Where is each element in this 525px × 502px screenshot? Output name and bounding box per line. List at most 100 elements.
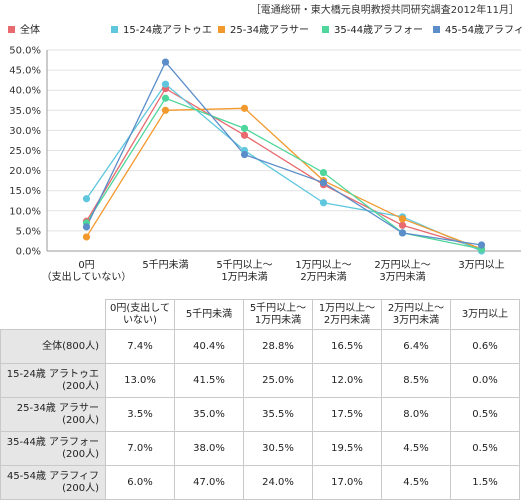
- legend-swatch: [111, 26, 118, 33]
- series-line: [85, 107, 482, 250]
- data-point: [240, 150, 249, 159]
- x-tick-label: 3万円未満: [379, 271, 425, 283]
- x-tick-label: 2万円未満: [300, 271, 346, 283]
- table-corner: [0, 299, 106, 330]
- table-cell: 8.0%: [381, 397, 451, 432]
- data-point: [477, 241, 486, 249]
- y-tick-label: 25.0%: [9, 146, 41, 157]
- data-point: [319, 199, 328, 207]
- table-cell: 0.5%: [450, 431, 520, 466]
- table-row: 全体(800人) 7.4% 40.4% 28.8% 16.5% 6.4% 0.6%: [0, 329, 520, 364]
- data-point: [398, 215, 407, 223]
- table-cell: 17.5%: [312, 397, 382, 432]
- table-cell: 8.5%: [381, 363, 451, 398]
- table-cell: 4.5%: [381, 465, 451, 500]
- legend-swatch: [8, 26, 15, 33]
- table-row-label: 25-34歳 アラサー (200人): [0, 397, 106, 432]
- x-tick-label: 2万円以上～: [374, 259, 430, 271]
- table-cell: 3.5%: [105, 397, 175, 432]
- data-point: [161, 94, 170, 102]
- data-point: [398, 229, 407, 237]
- legend-label: 25-34歳アラサー: [230, 24, 309, 36]
- data-point: [82, 195, 91, 203]
- table-column-header: 0円(支出して いない): [105, 299, 175, 330]
- table-cell: 17.0%: [312, 465, 382, 500]
- table-column-header: 3万円以上: [450, 299, 520, 330]
- table-cell: 12.0%: [312, 363, 382, 398]
- source-note: ［電通総研・東大橋元良明教授共同研究調査2012年11月］: [250, 5, 519, 16]
- table-cell: 13.0%: [105, 363, 175, 398]
- table-cell: 16.5%: [312, 329, 382, 364]
- table-cell: 4.5%: [381, 431, 451, 466]
- y-tick-label: 5.0%: [16, 226, 41, 237]
- y-tick-label: 20.0%: [9, 166, 41, 177]
- data-point: [319, 179, 328, 187]
- legend-swatch: [322, 26, 329, 33]
- y-tick-label: 45.0%: [9, 66, 41, 77]
- table-cell: 7.4%: [105, 329, 175, 364]
- y-tick-label: 10.0%: [9, 206, 41, 217]
- table-cell: 7.0%: [105, 431, 175, 466]
- x-tick-label: 3万円以上: [458, 259, 504, 271]
- data-table: 0円(支出して いない) 5千円未満 5千円以上～ 1万円未満 1万円以上～ 2万円未満 2万…: [0, 299, 520, 500]
- table-cell: 6.0%: [105, 465, 175, 500]
- table-body: 全体(800人) 7.4% 40.4% 28.8% 16.5% 6.4% 0.6% 15-24…: [0, 329, 520, 500]
- table-cell: 41.5%: [174, 363, 244, 398]
- table-cell: 30.5%: [243, 431, 313, 466]
- data-point: [161, 80, 170, 88]
- line-chart: 0.0% 5.0% 10.0% 15.0% 20.0% 25.0% 30.0% 35.0% 40…: [8, 23, 525, 283]
- table-column-header: 5千円以上～ 1万円未満: [243, 299, 313, 330]
- table-row-label: 全体(800人): [0, 329, 106, 364]
- legend-swatch: [433, 26, 440, 33]
- legend-swatch: [218, 26, 225, 33]
- table-column-header: 2万円以上～ 3万円未満: [381, 299, 451, 330]
- data-point: [319, 169, 328, 177]
- table-row: 25-34歳 アラサー (200人) 3.5% 35.0% 35.5% 17.5% 8.0%…: [0, 397, 520, 432]
- series-line: [85, 83, 482, 252]
- y-tick-label: 0.0%: [16, 247, 41, 258]
- table-cell: 19.5%: [312, 431, 382, 466]
- table-cell: 40.4%: [174, 329, 244, 364]
- x-tick-label: 5千円以上～: [216, 259, 272, 271]
- table-cell: 0.5%: [450, 397, 520, 432]
- table-row-label: 15-24歳 アラトゥエ (200人): [0, 363, 106, 398]
- series-line: [85, 97, 482, 250]
- data-point: [398, 221, 407, 229]
- table-header-row: 0円(支出して いない) 5千円未満 5千円以上～ 1万円未満 1万円以上～ 2万円未満 2万…: [0, 299, 520, 330]
- table-cell: 0.0%: [450, 363, 520, 398]
- table-cell: 38.0%: [174, 431, 244, 466]
- legend-label: 15-24歳アラトゥエ: [123, 24, 212, 36]
- table-cell: 6.4%: [381, 329, 451, 364]
- legend-label: 35-44歳アラフォー: [334, 24, 423, 36]
- table-cell: 1.5%: [450, 465, 520, 500]
- data-point: [240, 104, 249, 112]
- series-line: [85, 60, 482, 246]
- legend-label: 全体: [20, 23, 40, 36]
- table-cell: 35.5%: [243, 397, 313, 432]
- x-tick-label: 1万円以上～: [295, 259, 351, 271]
- x-tick-label: （支出していない）: [42, 270, 132, 283]
- series-line: [85, 87, 482, 250]
- table-cell: 0.6%: [450, 329, 520, 364]
- y-tick-label: 30.0%: [9, 126, 41, 137]
- table-row-label: 45-54歳 アラフィフ (200人): [0, 465, 106, 500]
- table-column-header: 1万円以上～ 2万円未満: [312, 299, 382, 330]
- x-tick-label: 0円: [78, 260, 94, 271]
- table-row: 45-54歳 アラフィフ (200人) 6.0% 47.0% 24.0% 17.0% 4.5…: [0, 465, 520, 500]
- y-tick-label: 40.0%: [9, 86, 41, 97]
- data-point: [82, 233, 91, 241]
- data-point: [161, 106, 170, 114]
- legend-label: 45-54歳アラフィフ: [445, 24, 525, 36]
- data-point: [161, 58, 170, 66]
- table-cell: 25.0%: [243, 363, 313, 398]
- x-tick-label: 1万円未満: [221, 271, 267, 283]
- table-cell: 24.0%: [243, 465, 313, 500]
- y-tick-label: 50.0%: [9, 46, 41, 57]
- table-cell: 47.0%: [174, 465, 244, 500]
- table-row-label: 35-44歳 アラフォー (200人): [0, 431, 106, 466]
- table-cell: 28.8%: [243, 329, 313, 364]
- table-row: 35-44歳 アラフォー (200人) 7.0% 38.0% 30.5% 19.5% 4.5…: [0, 431, 520, 466]
- data-point: [82, 223, 91, 231]
- data-point: [240, 124, 249, 132]
- y-tick-label: 15.0%: [9, 186, 41, 197]
